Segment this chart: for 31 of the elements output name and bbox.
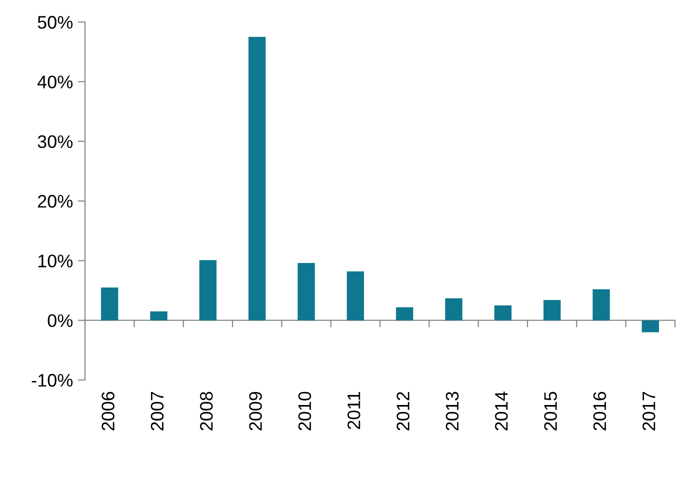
bar xyxy=(396,307,414,320)
x-tick-label: 2010 xyxy=(298,392,312,430)
bar xyxy=(494,305,512,320)
y-tick-label: 10% xyxy=(38,254,73,268)
x-tick-label: 2016 xyxy=(593,392,606,430)
x-tick-label: 2015 xyxy=(544,392,557,430)
x-tick-label: 2013 xyxy=(446,392,459,430)
bar xyxy=(199,260,217,320)
x-tick-label: 2007 xyxy=(150,392,164,430)
x-tick-label: 2017 xyxy=(642,392,656,430)
bar xyxy=(100,288,118,320)
y-tick-label: 20% xyxy=(38,194,73,208)
bar xyxy=(248,36,266,320)
y-tick-label: 0% xyxy=(48,314,73,328)
bar xyxy=(150,311,168,320)
bar xyxy=(592,289,610,320)
x-tick-label: 2012 xyxy=(396,392,410,430)
x-tick-label: 2009 xyxy=(249,392,262,430)
bar xyxy=(543,300,561,320)
bar xyxy=(298,263,315,320)
bar xyxy=(346,271,364,320)
bar xyxy=(445,298,462,320)
y-tick-label: 40% xyxy=(37,76,73,88)
x-tick-label: 2014 xyxy=(494,392,508,430)
x-tick-label: 2011 xyxy=(347,392,360,430)
y-tick-label: 50% xyxy=(38,16,73,29)
x-tick-label: 2006 xyxy=(102,392,114,430)
x-tick-label: 2008 xyxy=(200,392,213,430)
y-tick-label: -10% xyxy=(32,374,73,387)
bar xyxy=(642,320,660,332)
y-tick-label: 30% xyxy=(38,135,73,148)
